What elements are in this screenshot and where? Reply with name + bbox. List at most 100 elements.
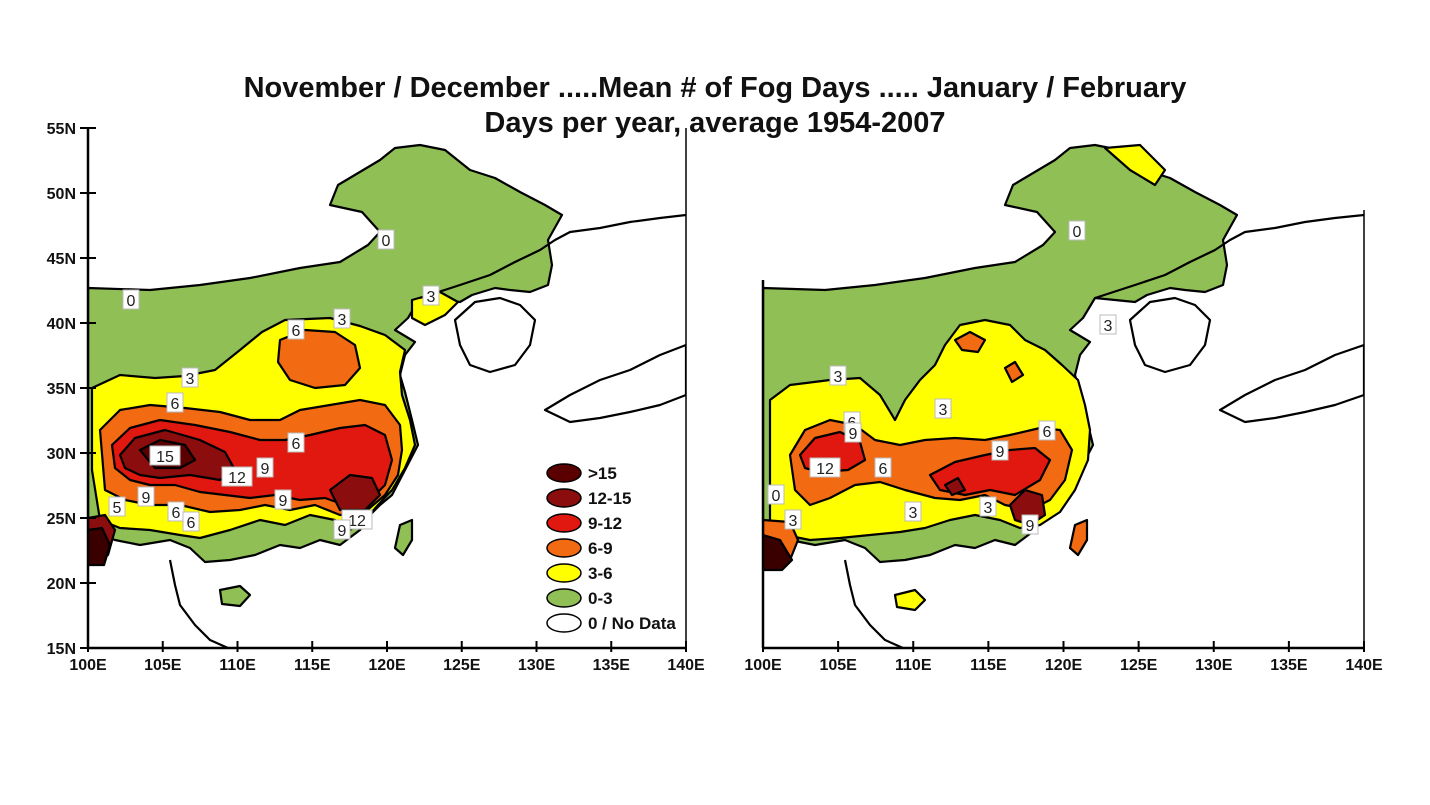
right-contour-label-box: [991, 440, 1009, 461]
lon-tick-label: 105E: [819, 657, 857, 674]
left-contour-label: 6: [187, 515, 196, 532]
right-axes: 100E 105E 110E 115E 120E 125E 130E 135E 140E: [744, 210, 1383, 674]
right-contour-label: 0: [772, 488, 781, 505]
right-contour-label-box: [809, 457, 841, 478]
right-contour-label: 3: [939, 402, 948, 419]
left-contour-label-box: [166, 392, 184, 413]
right-contour-label: 3: [984, 500, 993, 517]
right-contour-label-box: [1021, 514, 1039, 535]
left-contour-label: 9: [142, 490, 151, 507]
right-taiwan: [1068, 518, 1089, 557]
right-maroon-southwest: [763, 533, 794, 572]
left-contour-label-box: [221, 466, 253, 487]
left-axes: 55N 50N 45N 40N 35N 30N 25N 20N 15N 100E 105E 110E…: [47, 121, 705, 674]
legend-swatch: [546, 588, 582, 608]
right-contour-label-box: [934, 398, 952, 419]
left-indochina-outline: [168, 559, 229, 648]
left-contour-label-box: [122, 289, 140, 310]
lon-tick-label: 115E: [970, 657, 1007, 674]
right-indochina-outline: [843, 559, 904, 648]
left-darkred-east: [328, 473, 382, 512]
map-subtitle: Days per year, average 1954-2007: [484, 107, 946, 139]
right-contour-label-box: [904, 501, 922, 522]
legend-label: 6-9: [588, 539, 613, 558]
lon-tick-label: 100E: [69, 657, 107, 674]
lon-tick-label: 135E: [593, 657, 631, 674]
right-contour-label-box: [1099, 314, 1117, 335]
left-contour-label-box: [422, 285, 440, 306]
right-contour-label: 0: [1073, 224, 1082, 241]
left-contour-label: 6: [172, 505, 181, 522]
legend-label: 9-12: [588, 514, 622, 533]
right-contour-label: 3: [789, 513, 798, 530]
left-contour-label: 5: [113, 500, 122, 517]
legend-label: 12-15: [588, 489, 631, 508]
left-contour-label-box: [333, 519, 351, 540]
right-contour-label: 9: [849, 426, 858, 443]
legend-label: >15: [588, 464, 617, 483]
left-map-panel: [88, 143, 686, 648]
legend-swatch: [546, 463, 582, 483]
left-contour-label-box: [182, 511, 200, 532]
left-contour-label: 6: [171, 396, 180, 413]
lon-tick-label: 120E: [368, 657, 406, 674]
lon-tick-label: 100E: [744, 657, 782, 674]
lon-tick-label: 115E: [294, 657, 331, 674]
right-contour-label-box: [784, 509, 802, 530]
lat-tick-label: 30N: [47, 446, 76, 463]
right-contour-label: 6: [879, 461, 888, 478]
right-contour-label-box: [1068, 220, 1086, 241]
left-contour-label-box: [333, 308, 351, 329]
right-contour-label: 3: [909, 505, 918, 522]
legend-swatch: [546, 513, 582, 533]
right-contour-label: 3: [1104, 318, 1113, 335]
lon-tick-label: 130E: [1195, 657, 1233, 674]
left-contour-label: 9: [338, 523, 347, 540]
left-contour-label-box: [108, 496, 126, 517]
lon-tick-label: 125E: [1120, 657, 1158, 674]
right-contour-label-box: [844, 422, 862, 443]
left-contour-label-box: [256, 457, 274, 478]
left-contour-label-box: [287, 319, 305, 340]
left-maroon-southwest: [88, 526, 112, 567]
lon-tick-label: 120E: [1045, 657, 1083, 674]
lat-tick-label: 40N: [47, 316, 76, 333]
right-contour-label-box: [874, 457, 892, 478]
left-contour-label-box: [377, 229, 395, 250]
lon-tick-label: 135E: [1270, 657, 1308, 674]
left-hainan: [218, 584, 252, 608]
right-contour-label-box: [829, 365, 847, 386]
right-contour-label: 9: [996, 444, 1005, 461]
legend: >15 12-15 9-12 6-9 3-6 0-3 0 / No Data: [546, 463, 676, 633]
left-contour-label: 12: [228, 470, 246, 487]
legend-swatch: [546, 563, 582, 583]
left-japan-outline: [543, 343, 686, 424]
left-contour-label-box: [274, 489, 292, 510]
left-contour-label-box: [287, 432, 305, 453]
right-hainan: [893, 588, 927, 612]
left-contour-label: 3: [427, 289, 436, 306]
right-contour-label-box: [767, 484, 785, 505]
right-contour-label: 6: [1043, 424, 1052, 441]
left-contour-label: 12: [348, 513, 366, 530]
left-contour-label: 0: [127, 293, 136, 310]
legend-label: 0-3: [588, 589, 613, 608]
left-contour-label: 0: [382, 233, 391, 250]
left-orange-north: [276, 328, 362, 390]
lon-tick-label: 110E: [895, 657, 932, 674]
left-contour-label: 6: [292, 436, 301, 453]
map-title: November / December .....Mean # of Fog D…: [243, 72, 1187, 104]
left-china-coast-outline: [419, 213, 686, 300]
right-map-panel: [763, 143, 1364, 648]
lat-tick-label: 25N: [47, 511, 76, 528]
left-taiwan: [393, 518, 414, 557]
right-contour-label: 12: [816, 461, 834, 478]
right-contour-label: 3: [834, 369, 843, 386]
right-contour-label-box: [1038, 420, 1056, 441]
lon-tick-label: 105E: [144, 657, 182, 674]
left-contour-label: 6: [292, 323, 301, 340]
lat-tick-label: 35N: [47, 381, 76, 398]
right-japan-outline: [1218, 343, 1364, 424]
left-contour-label-box: [149, 445, 181, 466]
